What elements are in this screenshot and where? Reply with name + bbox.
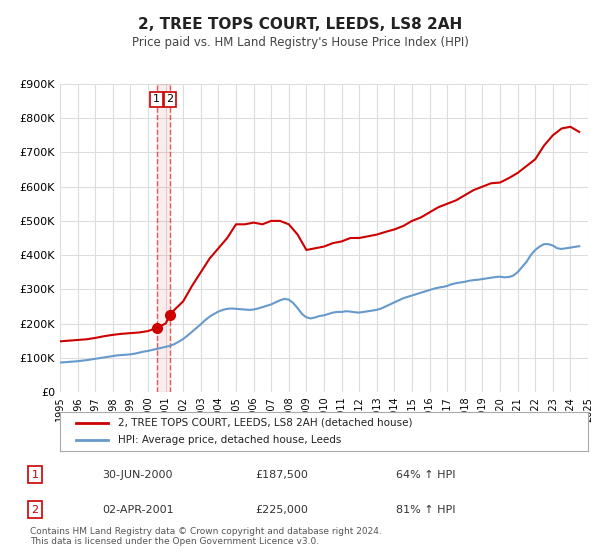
Text: 2: 2 (166, 95, 173, 104)
Bar (157, 84, 170, 392)
Text: Price paid vs. HM Land Registry's House Price Index (HPI): Price paid vs. HM Land Registry's House … (131, 36, 469, 49)
Text: Contains HM Land Registry data © Crown copyright and database right 2024.
This d: Contains HM Land Registry data © Crown c… (30, 526, 382, 546)
Text: £187,500: £187,500 (255, 470, 308, 479)
Text: 2, TREE TOPS COURT, LEEDS, LS8 2AH: 2, TREE TOPS COURT, LEEDS, LS8 2AH (138, 17, 462, 32)
Text: HPI: Average price, detached house, Leeds: HPI: Average price, detached house, Leed… (118, 435, 341, 445)
Text: 30-JUN-2000: 30-JUN-2000 (103, 470, 173, 479)
Text: 64% ↑ HPI: 64% ↑ HPI (396, 470, 455, 479)
Text: 2: 2 (31, 505, 38, 515)
Text: 1: 1 (153, 95, 160, 104)
Text: £225,000: £225,000 (255, 505, 308, 515)
Text: 2, TREE TOPS COURT, LEEDS, LS8 2AH (detached house): 2, TREE TOPS COURT, LEEDS, LS8 2AH (deta… (118, 418, 413, 428)
Text: 81% ↑ HPI: 81% ↑ HPI (396, 505, 455, 515)
Text: 02-APR-2001: 02-APR-2001 (103, 505, 174, 515)
Text: 1: 1 (31, 470, 38, 479)
